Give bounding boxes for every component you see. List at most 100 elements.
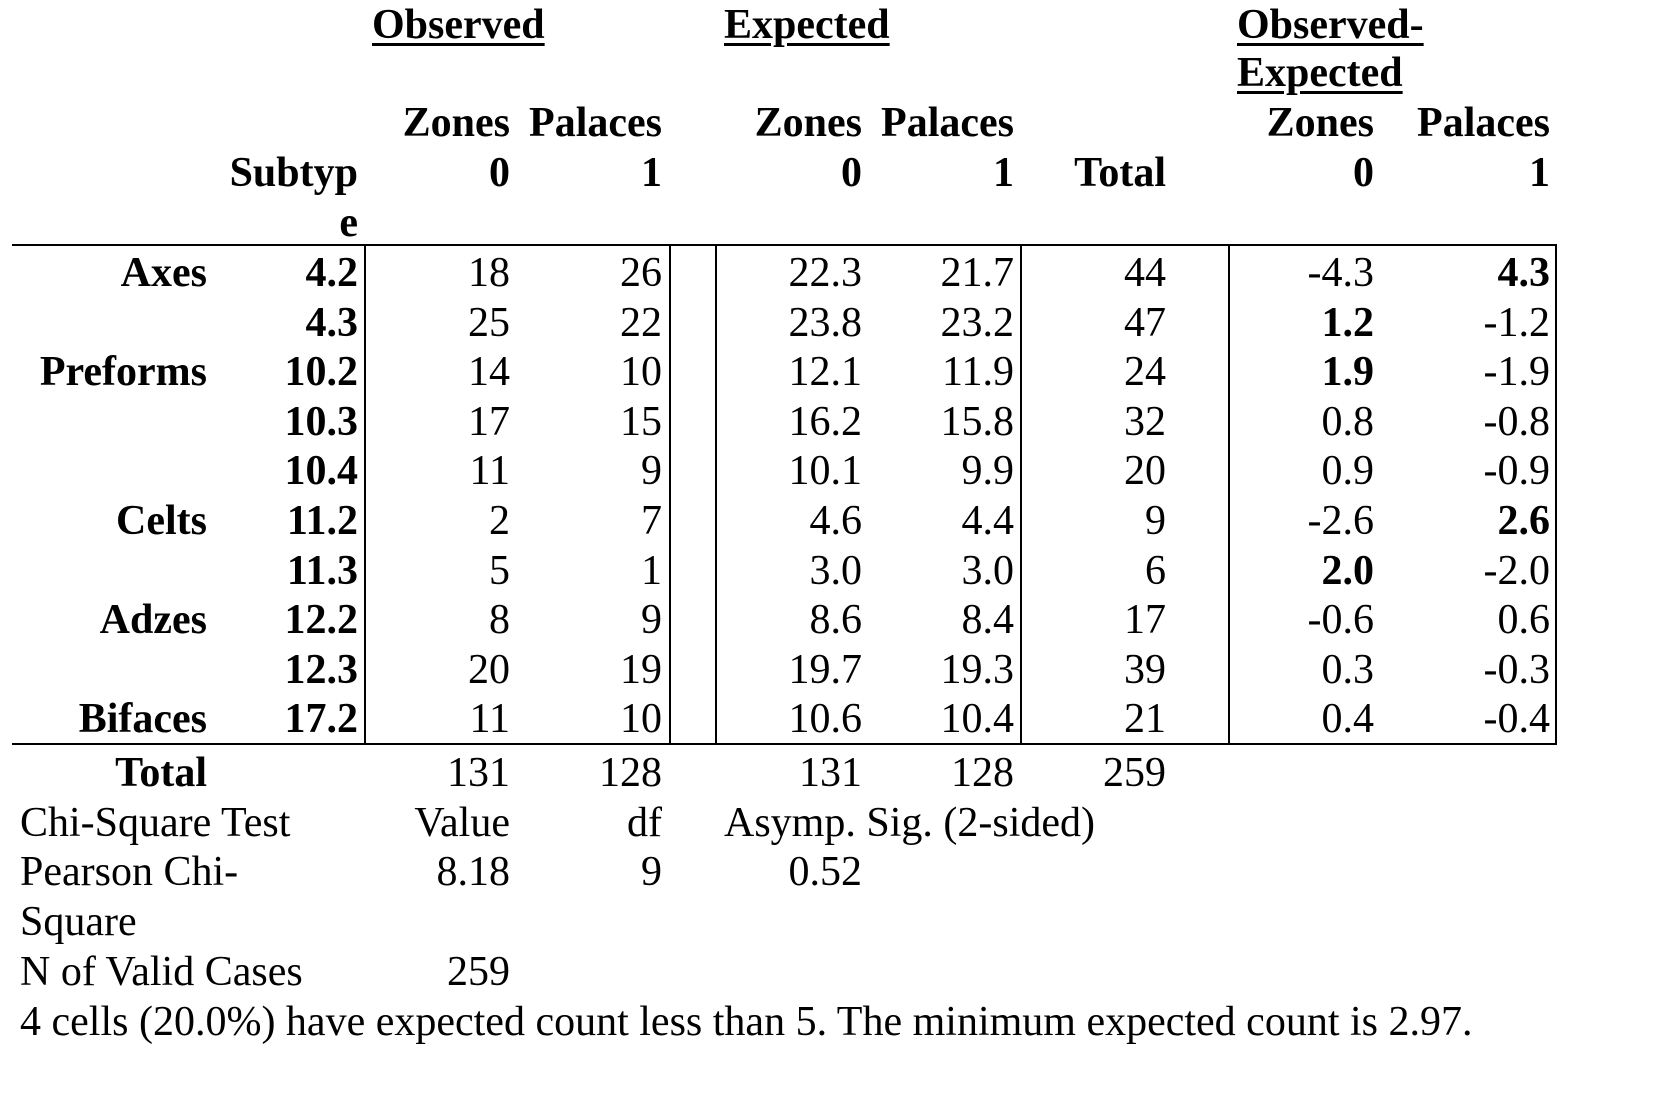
diff-palaces-cell: -1.2 [1483,300,1551,346]
totals-exp0: 131 [799,750,862,796]
expected-palaces-cell: 10.4 [940,696,1015,742]
row-total-cell: 17 [1124,597,1166,643]
observed-palaces-cell: 22 [620,300,662,346]
table-top-rule [12,244,1557,246]
diff-zones-cell: -2.6 [1307,498,1375,544]
subtype-cell: 11.3 [286,548,358,594]
row-total-cell: 32 [1124,399,1166,445]
divider-right [1555,244,1557,745]
expected-palaces-cell: 8.4 [961,597,1015,643]
observed-palaces-cell: 9 [641,597,662,643]
pearson-label-line2: Square [20,899,137,945]
obs-palaces-header: Palaces [529,100,662,146]
row-total-cell: 39 [1124,647,1166,693]
observed-zones-cell: 5 [489,548,510,594]
row-total-cell: 21 [1124,696,1166,742]
obs-col1-header: 1 [641,150,662,196]
expected-palaces-cell: 15.8 [940,399,1015,445]
subtype-cell: 10.2 [284,349,359,395]
chi-sig-header: Asymp. Sig. (2-sided) [724,800,1095,846]
diff-palaces-cell: -0.4 [1483,696,1551,742]
footnote: 4 cells (20.0%) have expected count less… [20,999,1473,1045]
exp-zones-header: Zones [754,100,862,146]
divider-diff [1228,244,1230,745]
subtype-header-line2: e [339,200,358,246]
exp-palaces-header: Palaces [881,100,1014,146]
diff-palaces-cell: 4.3 [1497,250,1551,296]
diff-col0-header: 0 [1353,150,1374,196]
diff-zones-cell: 1.2 [1321,300,1375,346]
subtype-cell: 17.2 [284,696,359,742]
diff-col1-header: 1 [1529,150,1550,196]
expected-palaces-cell: 23.2 [940,300,1015,346]
group-label: Celts [116,498,207,544]
row-total-cell: 20 [1124,448,1166,494]
totals-exp1: 128 [951,750,1014,796]
observed-zones-cell: 11 [469,448,510,494]
observed-zones-cell: 18 [468,250,510,296]
observed-zones-cell: 11 [469,696,510,742]
observed-header: Observed [372,2,545,48]
diff-palaces-cell: -0.3 [1483,647,1551,693]
pearson-label-line1: Pearson Chi- [20,849,239,895]
totals-obs1: 128 [599,750,662,796]
expected-zones-cell: 16.2 [788,399,863,445]
exp-col0-header: 0 [841,150,862,196]
observed-zones-cell: 25 [468,300,510,346]
diff-palaces-cell: -0.9 [1483,448,1551,494]
observed-palaces-cell: 10 [620,696,662,742]
diff-zones-cell: -0.6 [1307,597,1375,643]
obs-col0-header: 0 [489,150,510,196]
observed-expected-header-line2: Expected [1237,50,1403,96]
expected-palaces-cell: 9.9 [961,448,1015,494]
observed-palaces-cell: 19 [620,647,662,693]
pearson-sig: 0.52 [788,849,863,895]
diff-zones-cell: 0.4 [1321,696,1375,742]
diff-zones-header: Zones [1266,100,1374,146]
diff-zones-cell: -4.3 [1307,250,1375,296]
expected-zones-cell: 8.6 [809,597,863,643]
observed-palaces-cell: 7 [641,498,662,544]
group-label: Bifaces [78,696,207,742]
totals-obs0: 131 [447,750,510,796]
group-label: Preforms [39,349,207,395]
observed-zones-cell: 8 [489,597,510,643]
row-total-cell: 6 [1145,548,1166,594]
table-bottom-rule [12,743,1557,745]
row-total-cell: 47 [1124,300,1166,346]
observed-palaces-cell: 26 [620,250,662,296]
obs-zones-header: Zones [402,100,510,146]
chi-value-header: Value [414,800,510,846]
divider-expected [715,244,717,745]
subtype-header-line1: Subtyp [229,150,358,196]
subtype-cell: 10.4 [284,448,359,494]
n-valid-value: 259 [447,949,510,995]
subtype-cell: 4.3 [305,300,359,346]
expected-zones-cell: 19.7 [788,647,863,693]
diff-palaces-cell: -2.0 [1483,548,1551,594]
divider-observed [364,244,366,745]
observed-palaces-cell: 1 [641,548,662,594]
expected-zones-cell: 12.1 [788,349,863,395]
expected-zones-cell: 4.6 [809,498,863,544]
expected-zones-cell: 22.3 [788,250,863,296]
diff-palaces-cell: -0.8 [1483,399,1551,445]
divider-total [1020,244,1022,745]
divider-gap-left [669,244,671,745]
expected-zones-cell: 10.1 [788,448,863,494]
subtype-cell: 10.3 [284,399,359,445]
observed-zones-cell: 2 [489,498,510,544]
chi-square-title: Chi-Square Test [20,800,291,846]
pearson-value: 8.18 [436,849,511,895]
expected-palaces-cell: 3.0 [961,548,1015,594]
observed-palaces-cell: 9 [641,448,662,494]
observed-palaces-cell: 15 [620,399,662,445]
diff-palaces-cell: 2.6 [1497,498,1551,544]
diff-zones-cell: 2.0 [1321,548,1375,594]
subtype-cell: 4.2 [305,250,359,296]
expected-zones-cell: 23.8 [788,300,863,346]
totals-label: Total [115,750,207,796]
row-total-cell: 9 [1145,498,1166,544]
expected-zones-cell: 10.6 [788,696,863,742]
exp-col1-header: 1 [993,150,1014,196]
